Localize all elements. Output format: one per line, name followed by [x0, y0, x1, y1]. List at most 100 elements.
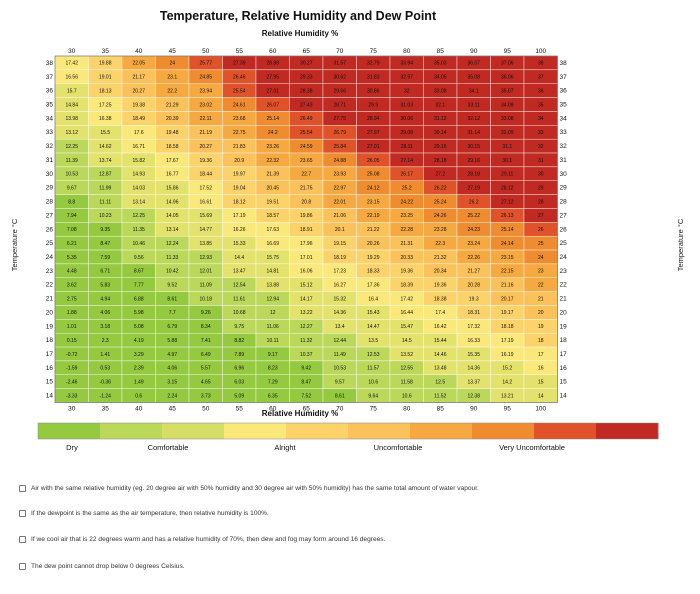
- cell-value: -2.46: [66, 380, 78, 386]
- y-axis-title-right: Temperature °C: [676, 218, 685, 271]
- cell-value: 8.67: [134, 269, 144, 275]
- x-tick-label-top: 55: [236, 48, 244, 55]
- y-tick-label-left: 37: [46, 74, 54, 81]
- cell-value: 24.61: [233, 102, 246, 108]
- answer-option[interactable]: If the dewpoint is the same as the air t…: [19, 510, 269, 517]
- cell-value: 17.6: [134, 130, 144, 136]
- cell-value: 22.26: [467, 255, 480, 261]
- cell-value: 35.08: [467, 75, 480, 81]
- y-tick-label-right: 36: [560, 88, 568, 95]
- cell-value: 23.93: [333, 172, 346, 178]
- x-tick-label-bottom: 80: [403, 406, 411, 413]
- cell-value: 18.31: [467, 310, 480, 316]
- cell-value: 12.01: [199, 269, 212, 275]
- cell-value: 22.01: [333, 199, 346, 205]
- cell-value: 8.8: [68, 199, 75, 205]
- x-tick-label-top: 70: [336, 48, 344, 55]
- cell-value: 7.77: [134, 282, 144, 288]
- x-tick-label-top: 65: [303, 48, 311, 55]
- cell-value: 5.88: [167, 338, 177, 344]
- cell-value: 1.41: [100, 352, 110, 358]
- cell-value: 28.12: [501, 185, 514, 191]
- cell-value: 21.75: [300, 185, 313, 191]
- cell-value: 15.44: [434, 338, 447, 344]
- cell-value: 5.83: [100, 282, 110, 288]
- legend-swatch: [100, 423, 163, 439]
- y-axis-right-ticks: 38 37 36 35 34 33 32 31 30 29 28 27 26 25 24 23 22 21 20 19…: [560, 60, 568, 400]
- x-tick-label-bottom: 65: [303, 406, 311, 413]
- cell-value: 7.41: [201, 338, 211, 344]
- cell-value: 16.69: [266, 241, 279, 247]
- cell-value: 23: [538, 269, 544, 275]
- y-tick-label-left: 29: [46, 185, 54, 192]
- answer-option[interactable]: The dew point cannot drop below 0 degree…: [19, 563, 185, 570]
- cell-value: 21.19: [199, 130, 212, 136]
- checkbox[interactable]: [19, 485, 26, 492]
- cell-value: 15.82: [132, 158, 145, 164]
- x-tick-label-top: 90: [470, 48, 478, 55]
- cell-value: 13.5: [368, 338, 378, 344]
- x-tick-label-bottom: 35: [102, 406, 110, 413]
- cell-value: 2.3: [102, 338, 109, 344]
- y-tick-label-left: 23: [46, 268, 54, 275]
- y-tick-label-left: 24: [46, 254, 54, 261]
- cell-value: 11.99: [99, 185, 111, 191]
- cell-value: 18.57: [266, 213, 279, 219]
- answer-option[interactable]: Air with the same relative humidity (eg.…: [19, 485, 479, 492]
- cell-value: 27.01: [367, 144, 380, 150]
- cell-value: 12.44: [333, 338, 346, 344]
- y-tick-label-right: 20: [560, 309, 568, 316]
- x-tick-label-bottom: 55: [236, 406, 244, 413]
- cell-value: 13.22: [300, 310, 313, 316]
- cell-value: 25.08: [367, 172, 380, 178]
- cell-value: 26: [538, 227, 544, 233]
- cell-value: 4.19: [134, 338, 144, 344]
- y-tick-label-right: 30: [560, 171, 568, 178]
- cell-value: 16.06: [300, 269, 313, 275]
- x-tick-label-bottom: 70: [336, 406, 344, 413]
- checkbox[interactable]: [19, 510, 26, 517]
- cell-value: 2.75: [67, 296, 77, 302]
- cell-value: 25.54: [233, 88, 246, 94]
- cell-value: 27.12: [501, 199, 514, 205]
- cell-value: 12.25: [132, 213, 145, 219]
- checkbox[interactable]: [19, 536, 26, 543]
- y-tick-label-left: 32: [46, 143, 54, 150]
- cell-value: 33.08: [501, 116, 514, 122]
- comfort-legend: Dry Comfortable Alright Uncomfortable Very U…: [37, 422, 659, 452]
- x-axis-bottom-ticks: 30 35 40 45 50 55 60 65 70 75 80 85 90 95 100: [68, 406, 546, 413]
- cell-value: 21.27: [467, 269, 480, 275]
- cell-value: 36.06: [501, 75, 514, 81]
- cell-value: -0.72: [66, 352, 78, 358]
- cell-value: 16: [538, 366, 544, 372]
- cell-value: 21.31: [400, 241, 413, 247]
- cell-value: 15.7: [67, 88, 77, 94]
- answer-option[interactable]: If we cool air that is 22 degrees warm a…: [19, 536, 385, 543]
- cell-value: 4.06: [167, 366, 177, 372]
- cell-value: 37.06: [501, 61, 514, 67]
- x-axis-title-bottom: Relative Humidity %: [262, 409, 338, 418]
- cell-value: 3.15: [167, 380, 177, 386]
- y-tick-label-left: 30: [46, 171, 54, 178]
- cell-value: 23.68: [233, 116, 246, 122]
- cell-value: 11.39: [66, 158, 78, 164]
- chart-title: Temperature, Relative Humidity and Dew P…: [160, 9, 437, 23]
- cell-value: 29.16: [434, 144, 447, 150]
- cell-value: 31.03: [400, 102, 413, 108]
- cell-value: 23.1: [167, 75, 177, 81]
- cell-value: 16.26: [233, 227, 246, 233]
- checkbox[interactable]: [19, 563, 26, 570]
- cell-value: 22.97: [333, 185, 346, 191]
- cell-value: 14.84: [65, 102, 78, 108]
- cell-value: 21.29: [166, 102, 179, 108]
- y-tick-label-left: 22: [46, 282, 54, 289]
- cell-value: 19.36: [199, 158, 212, 164]
- cell-value: 18.12: [233, 199, 246, 205]
- cell-value: 14.17: [300, 296, 313, 302]
- cell-value: 6.35: [268, 393, 278, 399]
- x-tick-label-top: 50: [202, 48, 210, 55]
- cell-value: 16.19: [501, 352, 514, 358]
- cell-value: 19.17: [501, 310, 514, 316]
- x-tick-label-bottom: 40: [135, 406, 143, 413]
- cell-value: 4.94: [100, 296, 110, 302]
